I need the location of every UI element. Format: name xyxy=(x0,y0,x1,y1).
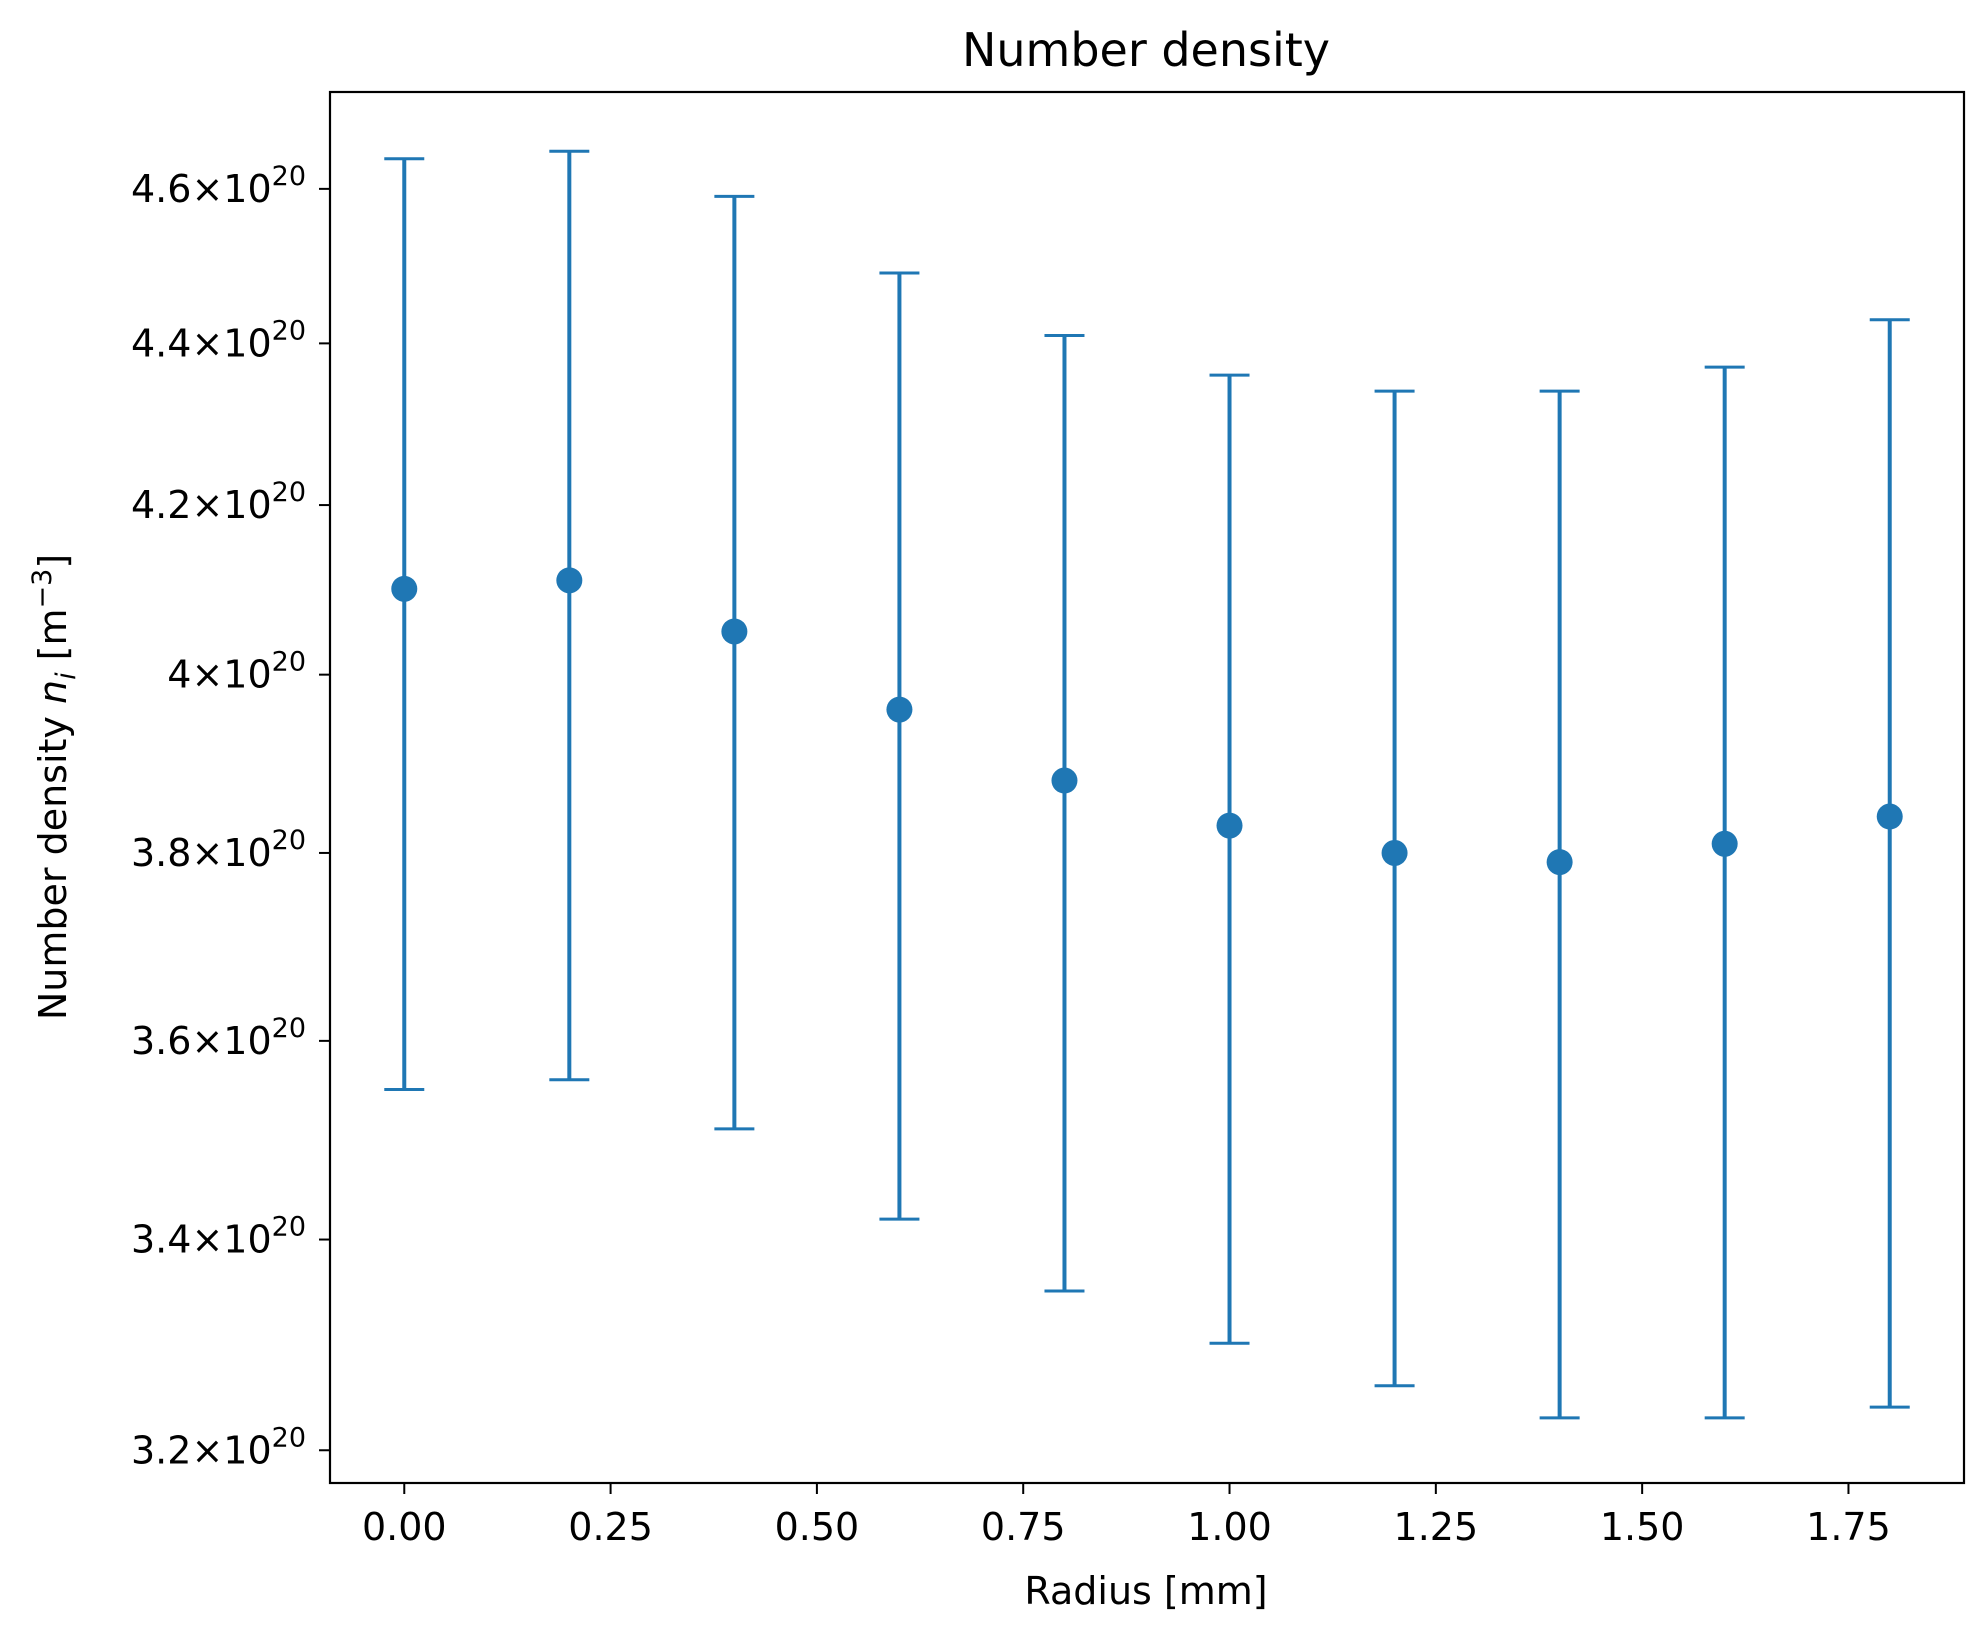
data-point xyxy=(721,618,748,645)
y-tick-label: 4.4×1020 xyxy=(131,315,306,365)
y-tick-label: 3.6×1020 xyxy=(131,1013,306,1063)
y-tick-exponent: 20 xyxy=(272,1212,306,1243)
y-tick-base: 10 xyxy=(223,653,271,697)
y-tick-times: × xyxy=(191,1218,223,1262)
y-tick-exponent: 20 xyxy=(272,1013,306,1044)
y-tick-base: 10 xyxy=(223,1019,271,1063)
y-tick-times: × xyxy=(191,321,223,365)
data-point xyxy=(1381,839,1408,866)
y-tick-mantissa: 3.2 xyxy=(131,1428,191,1472)
y-axis-label-symbol: n xyxy=(31,680,75,704)
y-tick-mantissa: 4.6 xyxy=(131,167,191,211)
y-tick-label: 3.8×1020 xyxy=(131,825,306,875)
x-tick-label: 1.50 xyxy=(1600,1505,1685,1549)
x-tick-label: 1.75 xyxy=(1806,1505,1891,1549)
y-tick-base: 10 xyxy=(223,483,271,527)
y-axis-label-unit-exp: −3 xyxy=(27,569,58,609)
y-tick-times: × xyxy=(191,167,223,211)
y-axis-label-unit-close: ] xyxy=(31,554,75,569)
plot-frame xyxy=(328,90,1966,1485)
y-tick-label: 3.4×1020 xyxy=(131,1212,306,1262)
y-tick-mantissa: 4.2 xyxy=(131,483,191,527)
y-tick-mantissa: 3.4 xyxy=(131,1218,191,1262)
y-tick-mantissa: 4.4 xyxy=(131,321,191,365)
y-tick-base: 10 xyxy=(223,1218,271,1262)
y-tick-exponent: 20 xyxy=(272,161,306,192)
y-tick-label: 3.2×1020 xyxy=(131,1422,306,1472)
y-tick-base: 10 xyxy=(223,321,271,365)
x-axis-label: Radius [mm] xyxy=(1024,1569,1267,1613)
chart-title: Number density xyxy=(962,23,1330,77)
x-tick-label: 0.75 xyxy=(981,1505,1066,1549)
data-point xyxy=(391,575,418,602)
x-tick-label: 0.50 xyxy=(775,1505,860,1549)
y-axis-label-prefix: Number density xyxy=(31,704,75,1020)
y-tick-mantissa: 3.8 xyxy=(131,831,191,875)
x-tick-label: 1.25 xyxy=(1394,1505,1479,1549)
data-point xyxy=(1711,830,1738,857)
y-tick-base: 10 xyxy=(223,167,271,211)
y-tick-exponent: 20 xyxy=(272,647,306,678)
data-point xyxy=(1051,767,1078,794)
y-tick-exponent: 20 xyxy=(272,477,306,508)
y-tick-base: 10 xyxy=(223,831,271,875)
x-tick-label: 0.25 xyxy=(568,1505,653,1549)
y-tick-times: × xyxy=(191,831,223,875)
y-tick-times: × xyxy=(191,483,223,527)
y-tick-label: 4.2×1020 xyxy=(131,477,306,527)
x-tick-label: 1.00 xyxy=(1187,1505,1272,1549)
y-tick-label: 4×1020 xyxy=(167,647,306,697)
y-tick-times: × xyxy=(191,653,223,697)
data-point xyxy=(1546,849,1573,876)
x-tick-label: 0.00 xyxy=(362,1505,447,1549)
y-tick-mantissa: 4 xyxy=(167,653,191,697)
y-tick-exponent: 20 xyxy=(272,825,306,856)
y-tick-exponent: 20 xyxy=(272,1422,306,1453)
data-point xyxy=(1876,803,1903,830)
y-axis-label-subscript: i xyxy=(51,672,82,680)
y-tick-mantissa: 3.6 xyxy=(131,1019,191,1063)
y-tick-times: × xyxy=(191,1428,223,1472)
y-tick-base: 10 xyxy=(223,1428,271,1472)
y-axis-label-unit-open: [m xyxy=(31,608,75,672)
plot-marks xyxy=(384,149,1910,1420)
y-axis-label: Number density ni [m−3] xyxy=(27,554,82,1020)
data-point xyxy=(556,567,583,594)
data-point xyxy=(1216,812,1243,839)
y-tick-exponent: 20 xyxy=(272,315,306,346)
y-tick-label: 4.6×1020 xyxy=(131,161,306,211)
data-point xyxy=(886,696,913,723)
y-tick-times: × xyxy=(191,1019,223,1063)
y-axis-ticks: 3.2×10203.4×10203.6×10203.8×10204×10204.… xyxy=(131,161,330,1472)
x-axis-ticks: 0.00 0.25 0.50 0.75 1.00 1.25 1.50 1.75 xyxy=(362,1483,1891,1549)
